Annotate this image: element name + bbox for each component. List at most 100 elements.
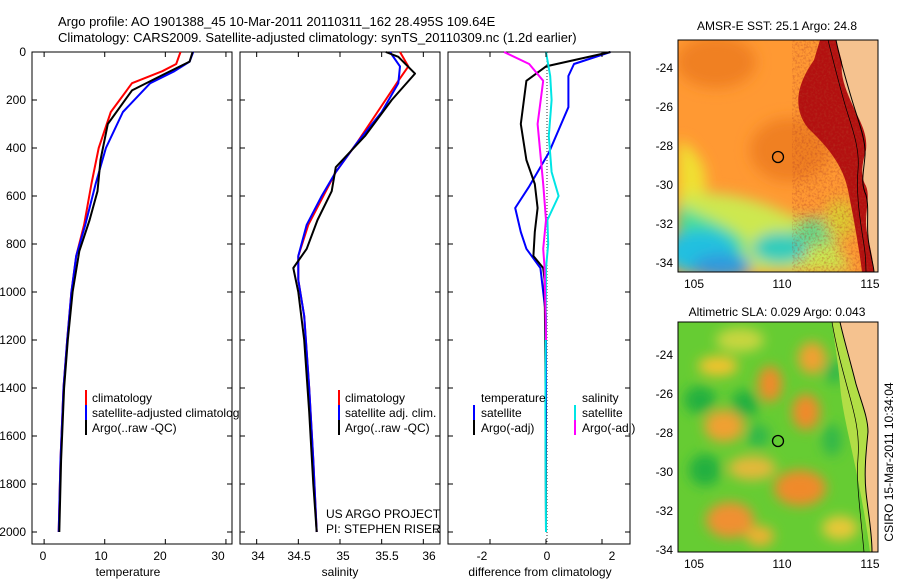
legend-label-temperature-argo: Argo(-adj) <box>481 421 534 435</box>
lon-tick-label: 105 <box>684 277 704 291</box>
legend-label-salinity-argo: Argo(-adj) <box>582 421 635 435</box>
depth-tick-label: 800 <box>6 237 26 251</box>
legend-label-temperature-satellite: satellite <box>481 406 522 420</box>
sst-map-title: AMSR-E SST: 25.1 Argo: 24.8 <box>697 19 857 33</box>
lon-tick-label: 110 <box>772 557 791 571</box>
lat-tick-label: -28 <box>656 139 674 153</box>
lat-tick-label: -30 <box>656 465 674 479</box>
lat-tick-label: -24 <box>656 61 674 75</box>
salinity-x-tick-label: 35 <box>336 549 350 563</box>
lon-tick-label: 105 <box>684 557 704 571</box>
lat-tick-label: -28 <box>656 426 674 440</box>
difference-axes-frame <box>447 51 631 545</box>
salinity-legend: climatology satellite adj. clim. Argo(..… <box>338 390 436 435</box>
depth-tick-label: 0 <box>19 45 26 59</box>
depth-tick-label: 200 <box>6 93 26 107</box>
temperature-depth-ticks: 0 200 400 600 800 1000 1200 1400 1600 18… <box>0 45 26 539</box>
depth-tick-label: 1000 <box>0 285 26 299</box>
pi-annotation: PI: STEPHEN RISER <box>326 522 441 536</box>
depth-tick-label: 1200 <box>0 333 26 347</box>
sst-heatmap <box>678 40 878 272</box>
lon-tick-label: 115 <box>860 557 879 571</box>
temperature-panel: 0 200 400 600 800 1000 1200 1400 1600 18… <box>0 45 245 579</box>
salinity-x-tick-label: 35.5 <box>375 549 399 563</box>
project-annotation: US ARGO PROJECT <box>326 507 441 521</box>
depth-tick-label: 1400 <box>0 381 26 395</box>
difference-x-tick-label: 2 <box>609 549 616 563</box>
lat-tick-label: -34 <box>656 256 674 270</box>
difference-series-salinity-argo-adj <box>503 51 547 341</box>
depth-tick-label: 600 <box>6 189 26 203</box>
legend-label-satellite: satellite-adjusted climatology <box>92 406 245 420</box>
temperature-x-tick-label: 0 <box>40 549 47 563</box>
legend-label-argo: Argo(..raw -QC) <box>345 421 430 435</box>
sla-lat-ticks: -24 -26 -28 -30 -32 -34 <box>656 348 674 557</box>
sst-coastline <box>835 40 875 272</box>
figure-title-line1: Argo profile: AO 1901388_45 10-Mar-2011 … <box>58 14 496 29</box>
sla-heatmap <box>678 322 878 552</box>
lon-tick-label: 115 <box>860 277 879 291</box>
lat-tick-label: -30 <box>656 178 674 192</box>
legend-heading-salinity: salinity <box>582 391 619 405</box>
figure-title-line2: Climatology: CARS2009. Satellite-adjuste… <box>58 30 577 45</box>
legend-label-satellite: satellite adj. clim. <box>345 406 436 420</box>
timestamp-side-label: CSIRO 15-Mar-2011 10:34:04 <box>882 382 896 542</box>
sla-bathymetry-contour <box>831 322 865 552</box>
sla-map-frame <box>677 321 879 553</box>
difference-panel: -2 0 2 difference from climatology tempe… <box>447 51 635 579</box>
lat-tick-label: -24 <box>656 348 674 362</box>
legend-label-climatology: climatology <box>92 391 152 405</box>
difference-x-axis-label: difference from climatology <box>468 565 611 579</box>
lat-tick-label: -32 <box>656 504 674 518</box>
legend-label-argo: Argo(..raw -QC) <box>92 421 177 435</box>
sst-lat-ticks: -24 -26 -28 -30 -32 -34 <box>656 61 674 270</box>
legend-label-salinity-satellite: satellite <box>582 406 623 420</box>
depth-tick-label: 1800 <box>0 477 26 491</box>
difference-x-tick-label: 0 <box>544 549 551 563</box>
lat-tick-label: -32 <box>656 217 674 231</box>
salinity-series-argo-raw-qc <box>292 51 416 533</box>
depth-tick-label: 2000 <box>0 525 26 539</box>
sst-argo-float-marker <box>771 150 785 164</box>
temperature-axes-frame <box>31 51 233 545</box>
depth-tick-label: 1600 <box>0 429 26 443</box>
temperature-series-argo-raw-qc <box>58 51 194 533</box>
temperature-x-tick-label: 20 <box>153 549 167 563</box>
temperature-x-ticks: 0 10 20 30 <box>40 549 225 563</box>
temperature-x-tick-label: 30 <box>211 549 225 563</box>
lat-tick-label: -26 <box>656 100 674 114</box>
difference-x-tick-label: -2 <box>477 549 488 563</box>
sla-map-title: Altimetric SLA: 0.029 Argo: 0.043 <box>689 305 866 319</box>
depth-tick-label: 400 <box>6 141 26 155</box>
salinity-axes-frame <box>239 51 441 545</box>
lat-tick-label: -26 <box>656 387 674 401</box>
sla-map-panel: Altimetric SLA: 0.029 Argo: 0.043 <box>656 305 880 571</box>
difference-series-lines <box>448 51 630 544</box>
difference-legend: temperature satellite Argo(-adj) salinit… <box>473 391 635 435</box>
sla-land <box>840 322 878 552</box>
difference-x-ticks: -2 0 2 <box>477 549 616 563</box>
salinity-x-ticks: 34 34.5 35 35.5 36 <box>251 549 436 563</box>
salinity-x-tick-label: 36 <box>422 549 436 563</box>
sla-lon-ticks: 105 110 115 <box>684 557 880 571</box>
sla-argo-float-marker <box>771 434 785 448</box>
salinity-series-satellite-adj-clim <box>297 51 401 533</box>
sst-map-panel: AMSR-E SST: 25.1 Argo: 24.8 <box>656 19 880 291</box>
temperature-x-axis-label: temperature <box>96 565 161 579</box>
legend-label-climatology: climatology <box>345 391 405 405</box>
legend-heading-temperature: temperature <box>481 391 546 405</box>
sla-coastline <box>839 322 873 552</box>
sst-lon-ticks: 105 110 115 <box>684 277 880 291</box>
temperature-x-tick-label: 10 <box>94 549 108 563</box>
salinity-x-tick-label: 34.5 <box>287 549 311 563</box>
salinity-x-tick-label: 34 <box>251 549 265 563</box>
temperature-series-lines <box>32 51 232 544</box>
salinity-x-axis-label: salinity <box>322 565 359 579</box>
lon-tick-label: 110 <box>772 277 791 291</box>
sst-map-frame <box>677 39 879 273</box>
sst-bathymetry-contour <box>827 40 867 272</box>
temperature-legend: climatology satellite-adjusted climatolo… <box>85 390 245 435</box>
lat-tick-label: -34 <box>656 543 674 557</box>
salinity-series-lines <box>240 51 440 544</box>
